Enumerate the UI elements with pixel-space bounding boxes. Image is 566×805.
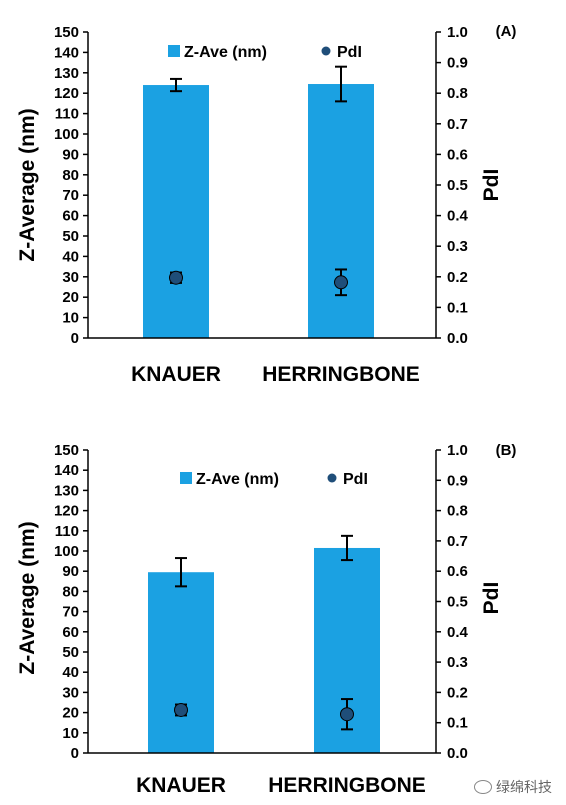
y2-tick-label: 0.1 — [447, 715, 468, 732]
y-tick-label: 110 — [55, 106, 79, 123]
x-category-label: HERRINGBONE — [268, 774, 426, 797]
legend-swatch-zave — [168, 45, 180, 57]
y-tick-label: 10 — [62, 725, 79, 742]
y2-tick-label: 0.7 — [447, 533, 468, 550]
y-tick-label: 70 — [62, 604, 79, 621]
y-tick-label: 90 — [62, 563, 79, 580]
y-axis-title: Z-Average (nm) — [16, 521, 39, 674]
y-tick-label: 100 — [54, 543, 79, 560]
y-tick-label: 140 — [54, 462, 79, 479]
y2-tick-label: 0.9 — [447, 472, 468, 489]
y2-tick-label: 0.3 — [447, 654, 468, 671]
y-tick-label: 80 — [62, 583, 79, 600]
y-tick-label: 0 — [71, 745, 79, 762]
y2-tick-label: 1.0 — [447, 24, 468, 41]
panel-label: (A) — [496, 23, 517, 40]
y-tick-label: 80 — [62, 167, 79, 184]
y-tick-label: 120 — [54, 503, 79, 520]
y-tick-label: 20 — [62, 705, 79, 722]
legend-label-pdi: PdI — [337, 44, 362, 61]
y-tick-label: 140 — [54, 44, 79, 61]
legend-swatch-pdi — [327, 473, 337, 483]
y2-axis-title: PdI — [480, 169, 503, 202]
x-category-label: KNAUER — [136, 774, 226, 797]
y-tick-label: 20 — [62, 289, 79, 306]
pdi-marker — [340, 707, 354, 722]
y2-tick-label: 0.3 — [447, 238, 468, 255]
zave-bar — [143, 85, 209, 338]
y2-tick-label: 0.9 — [447, 55, 468, 72]
legend-label-pdi: PdI — [343, 471, 368, 488]
legend-swatch-pdi — [321, 46, 331, 56]
y-tick-label: 130 — [54, 482, 79, 499]
y2-tick-label: 0.2 — [447, 269, 468, 286]
y-tick-label: 60 — [62, 624, 79, 641]
zave-bar — [148, 572, 214, 753]
y2-tick-label: 0.1 — [447, 299, 468, 316]
x-category-label: HERRINGBONE — [262, 363, 420, 386]
x-category-label: KNAUER — [131, 363, 221, 386]
y-tick-label: 40 — [62, 664, 79, 681]
watermark: 绿绵科技 — [474, 777, 552, 797]
y2-tick-label: 0.5 — [447, 177, 468, 194]
y-tick-label: 50 — [62, 644, 79, 661]
y2-tick-label: 1.0 — [447, 442, 468, 459]
y-tick-label: 50 — [62, 228, 79, 245]
y-tick-label: 110 — [55, 523, 79, 540]
watermark-text: 绿绵科技 — [496, 780, 552, 796]
y-tick-label: 100 — [54, 126, 79, 143]
y-axis-title: Z-Average (nm) — [16, 108, 39, 261]
y2-tick-label: 0.0 — [447, 745, 468, 762]
pdi-marker — [174, 702, 188, 717]
y-tick-label: 0 — [71, 330, 79, 347]
legend-label-zave: Z-Ave (nm) — [184, 44, 267, 61]
y-tick-label: 60 — [62, 208, 79, 225]
y-tick-label: 40 — [62, 248, 79, 265]
y-tick-label: 10 — [62, 310, 79, 327]
chat-bubble-icon — [474, 780, 492, 794]
y2-axis-title: PdI — [480, 582, 503, 615]
y2-tick-label: 0.7 — [447, 116, 468, 133]
y-tick-label: 70 — [62, 187, 79, 204]
y-tick-label: 150 — [54, 24, 79, 41]
y2-tick-label: 0.4 — [447, 624, 469, 641]
y2-tick-label: 0.5 — [447, 594, 468, 611]
zave-bar — [308, 84, 374, 339]
y2-tick-label: 0.8 — [447, 503, 468, 520]
panel-label: (B) — [496, 442, 517, 459]
y-tick-label: 120 — [54, 85, 79, 102]
y2-tick-label: 0.0 — [447, 330, 468, 347]
pdi-marker — [169, 270, 183, 285]
legend-swatch-zave — [180, 472, 192, 484]
y2-tick-label: 0.6 — [447, 563, 468, 580]
y-tick-label: 30 — [62, 269, 79, 286]
y2-tick-label: 0.6 — [447, 146, 468, 163]
pdi-marker — [334, 275, 348, 290]
y2-tick-label: 0.4 — [447, 208, 469, 225]
y-tick-label: 130 — [54, 65, 79, 82]
y-tick-label: 90 — [62, 146, 79, 163]
y-tick-label: 150 — [54, 442, 79, 459]
y2-tick-label: 0.8 — [447, 85, 468, 102]
y2-tick-label: 0.2 — [447, 684, 468, 701]
legend-label-zave: Z-Ave (nm) — [196, 471, 279, 488]
y-tick-label: 30 — [62, 684, 79, 701]
